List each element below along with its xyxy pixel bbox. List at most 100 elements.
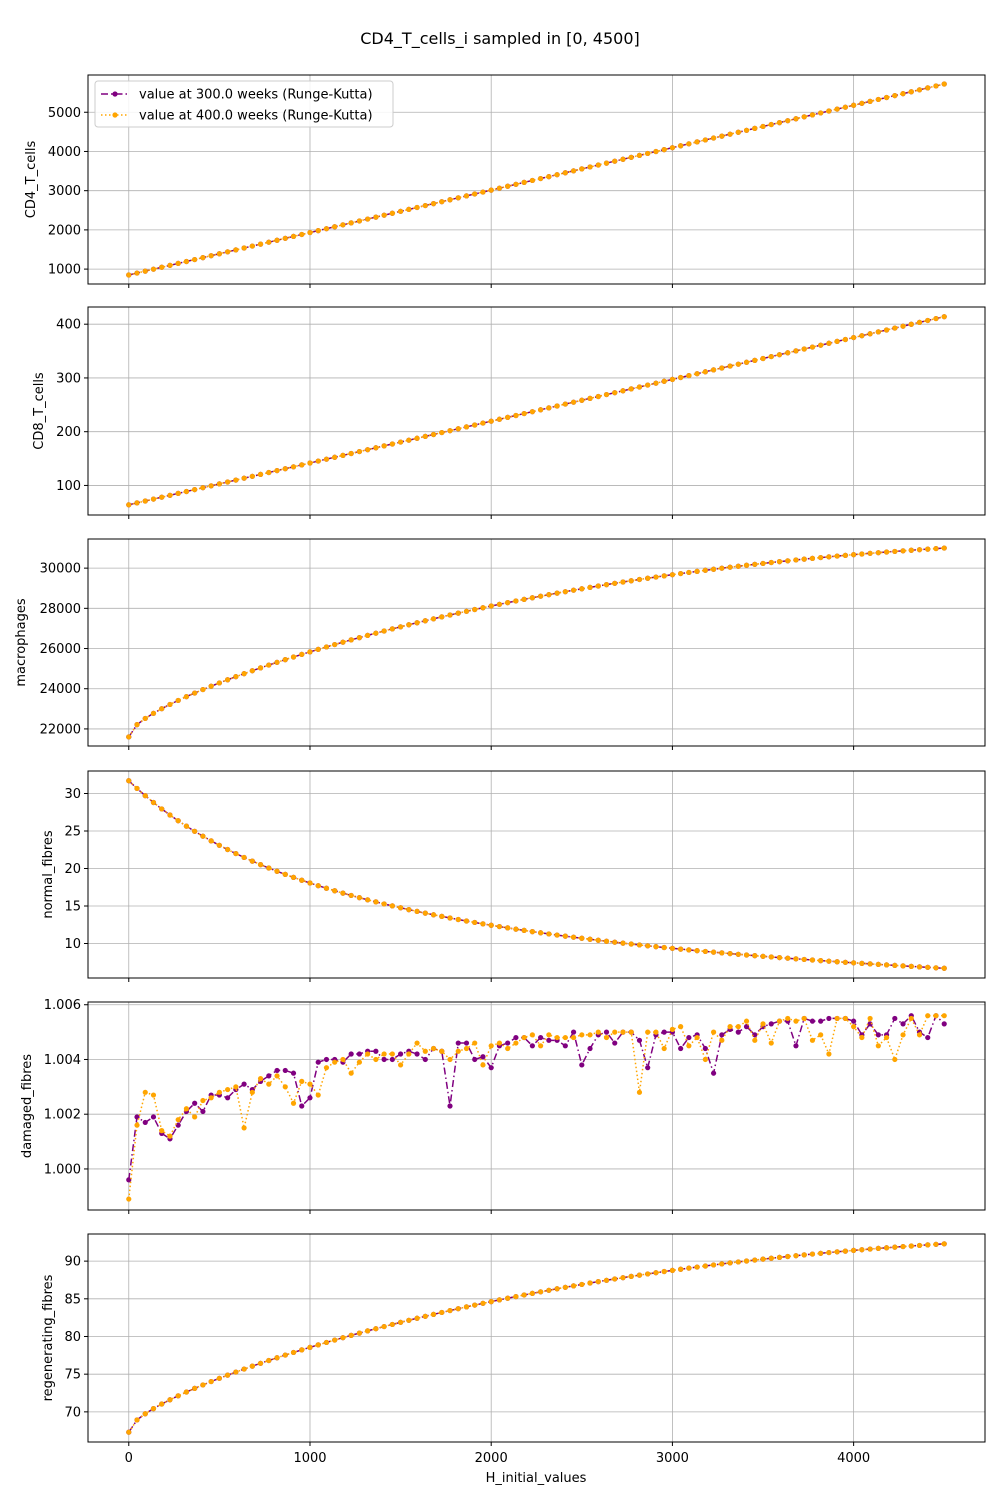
data-point <box>356 635 363 641</box>
data-point <box>719 133 725 139</box>
data-point <box>290 464 297 470</box>
data-point <box>916 1242 923 1249</box>
data-point <box>941 545 947 551</box>
data-point <box>801 1252 807 1258</box>
data-point <box>299 1103 305 1109</box>
data-point <box>150 799 157 806</box>
data-point <box>365 632 371 638</box>
data-point <box>686 1043 692 1049</box>
data-point <box>595 393 601 400</box>
data-point <box>323 885 330 891</box>
axes-frame <box>87 306 986 516</box>
data-point <box>192 690 198 696</box>
data-point <box>694 371 700 377</box>
data-point <box>834 959 840 965</box>
data-point <box>315 646 321 652</box>
data-point <box>785 558 791 564</box>
data-point <box>678 1266 684 1272</box>
data-point <box>570 399 577 405</box>
data-point <box>455 1048 461 1054</box>
data-point <box>430 1311 437 1317</box>
data-point <box>126 272 132 278</box>
data-point <box>225 677 231 683</box>
data-point <box>925 546 931 552</box>
legend-box <box>94 80 394 128</box>
data-point <box>142 793 148 799</box>
panel-CD4_T_cells: 1000 2000 3000 4000 5000 CD4_T_cells value at … <box>24 74 986 288</box>
data-point <box>793 956 799 962</box>
data-point <box>834 1249 840 1255</box>
data-point <box>875 96 881 103</box>
series-line <box>128 780 945 969</box>
data-point <box>513 1040 519 1046</box>
data-point <box>257 1076 264 1082</box>
data-point <box>851 102 857 108</box>
data-point <box>348 1070 354 1076</box>
data-point <box>200 255 206 261</box>
data-point <box>430 616 437 622</box>
data-point <box>290 1349 297 1356</box>
data-point <box>373 1326 379 1332</box>
data-point <box>447 1056 453 1063</box>
data-point <box>579 397 585 403</box>
data-point <box>488 187 494 193</box>
data-point <box>826 1249 832 1256</box>
data-point <box>678 946 684 952</box>
data-point <box>612 1276 618 1282</box>
data-point <box>892 1056 898 1063</box>
data-point <box>636 1037 643 1043</box>
data-point <box>496 601 503 607</box>
data-point <box>628 386 634 392</box>
data-point <box>447 1103 453 1109</box>
data-point <box>439 913 445 920</box>
data-point <box>340 452 346 458</box>
data-point <box>570 1034 577 1041</box>
y-tick-label: 25 <box>64 825 81 840</box>
y-axis-label: normal_fibres <box>41 830 56 919</box>
data-point <box>142 1089 148 1095</box>
data-point <box>702 1056 708 1063</box>
data-point <box>710 1029 717 1035</box>
data-point <box>455 426 461 432</box>
data-point <box>529 409 535 415</box>
data-point <box>933 965 939 971</box>
data-point <box>496 416 503 422</box>
data-point <box>126 502 132 508</box>
data-point <box>455 1040 461 1046</box>
data-point <box>406 206 412 212</box>
data-point <box>430 1045 437 1052</box>
data-point <box>373 630 379 636</box>
data-point <box>397 208 404 214</box>
data-point <box>916 87 923 93</box>
data-point <box>307 1095 313 1101</box>
data-point <box>719 365 725 371</box>
data-point <box>645 1065 651 1071</box>
data-point <box>134 785 140 792</box>
data-point <box>183 694 190 700</box>
data-point <box>842 959 848 965</box>
data-point <box>373 445 379 451</box>
data-point <box>727 1024 733 1030</box>
data-point <box>686 947 692 953</box>
data-point <box>208 838 214 844</box>
data-point <box>636 942 643 948</box>
data-point <box>274 659 280 665</box>
data-point <box>603 1034 610 1041</box>
axes-frame <box>87 770 986 979</box>
series-line <box>128 547 945 738</box>
data-point <box>875 1245 881 1252</box>
data-point <box>472 191 478 197</box>
data-point <box>538 175 544 182</box>
y-tick-label: 400 <box>56 318 81 333</box>
data-point <box>925 317 931 324</box>
data-point <box>719 950 725 956</box>
data-point <box>587 936 593 942</box>
data-point <box>274 868 280 874</box>
data-point <box>785 350 791 356</box>
data-point <box>793 348 799 354</box>
data-point <box>694 1264 700 1270</box>
data-point <box>150 710 157 716</box>
data-point <box>340 1056 346 1063</box>
y-tick-label: 30000 <box>40 562 81 577</box>
axes-frame <box>87 74 986 285</box>
